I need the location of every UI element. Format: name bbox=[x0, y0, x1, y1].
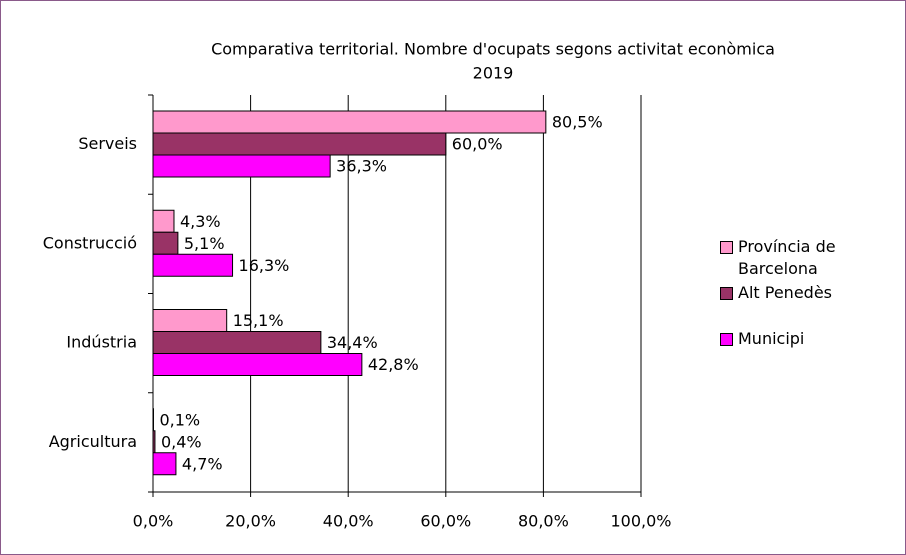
legend-label: Alt Penedès bbox=[738, 283, 832, 302]
legend-label: Província de Barcelona bbox=[738, 237, 836, 278]
data-label: 16,3% bbox=[239, 256, 290, 275]
bar bbox=[152, 430, 156, 454]
bar bbox=[152, 154, 331, 178]
x-tick-label: 40,0% bbox=[323, 512, 374, 531]
data-label: 0,1% bbox=[159, 410, 200, 429]
data-label: 80,5% bbox=[552, 113, 603, 132]
data-label: 60,0% bbox=[452, 135, 503, 154]
legend-item: Província de Barcelona bbox=[720, 236, 870, 280]
bar bbox=[152, 110, 547, 134]
x-tick-label: 20,0% bbox=[225, 512, 276, 531]
bar bbox=[152, 253, 234, 277]
data-label: 4,7% bbox=[182, 454, 223, 473]
x-tick-label: 60,0% bbox=[420, 512, 471, 531]
bar bbox=[152, 132, 447, 156]
legend-item: Alt Penedès bbox=[720, 282, 870, 304]
y-tick-label: Serveis bbox=[78, 134, 137, 153]
y-tick-label: Indústria bbox=[66, 333, 137, 352]
legend-label: Municipi bbox=[738, 329, 805, 348]
x-tick-label: 100,0% bbox=[610, 512, 671, 531]
legend-item: Municipi bbox=[720, 328, 870, 350]
chart-title: Comparativa territorial. Nombre d'ocupat… bbox=[211, 40, 775, 59]
data-label: 36,3% bbox=[336, 157, 387, 176]
y-tick-label: Construcció bbox=[43, 233, 137, 252]
x-tick-label: 80,0% bbox=[518, 512, 569, 531]
bar bbox=[152, 209, 175, 233]
y-tick-label: Agricultura bbox=[49, 432, 137, 451]
legend-swatch bbox=[720, 241, 733, 254]
data-label: 5,1% bbox=[184, 234, 225, 253]
bar bbox=[152, 331, 322, 354]
data-label: 42,8% bbox=[368, 355, 419, 374]
bar bbox=[152, 452, 177, 476]
x-tick-label: 0,0% bbox=[133, 512, 174, 531]
chart-subtitle: 2019 bbox=[473, 64, 514, 83]
data-label: 0,4% bbox=[161, 432, 202, 451]
data-label: 34,4% bbox=[327, 333, 378, 352]
data-label: 15,1% bbox=[233, 311, 284, 330]
legend: Província de Barcelona Alt Penedès Municip… bbox=[720, 236, 870, 374]
bar bbox=[152, 231, 179, 255]
data-label: 4,3% bbox=[180, 212, 221, 231]
bar bbox=[152, 309, 228, 332]
legend-swatch bbox=[720, 333, 733, 346]
bar bbox=[152, 353, 363, 376]
legend-swatch bbox=[720, 287, 733, 300]
